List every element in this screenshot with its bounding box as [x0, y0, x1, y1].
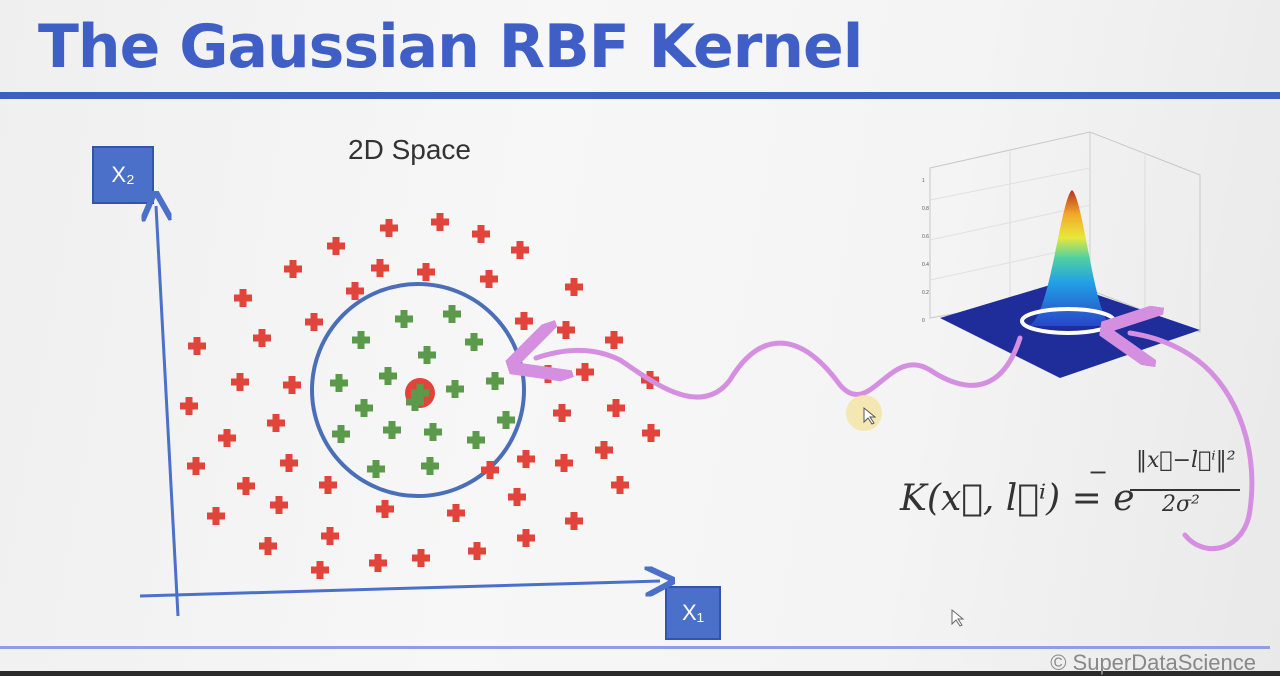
red-plus-point: [557, 321, 575, 339]
center-green-plus-point: [411, 384, 429, 402]
green-plus-point: [424, 423, 442, 441]
red-plus-point: [180, 397, 198, 415]
red-plus-point: [280, 454, 298, 472]
plot-tick-label: 0.2: [922, 290, 929, 296]
red-plus-point: [283, 376, 301, 394]
title-underline: [0, 92, 1280, 99]
decision-circle: [310, 282, 526, 498]
red-plus-point: [253, 329, 271, 347]
green-plus-point: [418, 346, 436, 364]
red-plus-point: [380, 219, 398, 237]
green-plus-point: [383, 421, 401, 439]
red-plus-point: [218, 429, 236, 447]
red-plus-point: [517, 529, 535, 547]
red-plus-point: [481, 461, 499, 479]
green-plus-point: [367, 460, 385, 478]
red-plus-point: [321, 527, 339, 545]
slide-title: The Gaussian RBF Kernel: [38, 12, 863, 82]
red-plus-point: [187, 457, 205, 475]
purple-curved-arrow: [1130, 333, 1255, 552]
plot-floor: [940, 282, 1200, 378]
gaussian-3d-plot: 1 0.8 0.6 0.4 0.2 0: [922, 131, 1201, 378]
red-plus-point: [611, 476, 629, 494]
green-plus-point: [332, 425, 350, 443]
mouse-cursor-icon-2: [951, 608, 965, 627]
red-plus-point: [327, 237, 345, 255]
plot-tick-label: 0.6: [922, 234, 929, 240]
footer-rule: [0, 646, 1270, 649]
green-plus-point: [352, 331, 370, 349]
red-plus-point: [472, 225, 490, 243]
red-plus-point: [346, 282, 364, 300]
red-plus-point: [642, 424, 660, 442]
formula-exponent-sign: −: [1088, 458, 1109, 486]
red-plus-point: [517, 450, 535, 468]
green-plus-point: [330, 374, 348, 392]
red-plus-point: [284, 260, 302, 278]
green-plus-point: [446, 380, 464, 398]
red-plus-point: [508, 488, 526, 506]
red-plus-point: [480, 270, 498, 288]
red-plus-point: [595, 441, 613, 459]
red-plus-point: [555, 454, 573, 472]
red-plus-point: [431, 213, 449, 231]
purple-wavy-arrow: [536, 338, 1023, 400]
formula-denominator: 2σ²: [1162, 492, 1200, 517]
red-plus-point: [417, 263, 435, 281]
red-plus-point: [515, 312, 533, 330]
red-plus-point: [539, 365, 557, 383]
red-plus-point: [468, 542, 486, 560]
green-plus-point: [355, 399, 373, 417]
red-plus-point: [447, 504, 465, 522]
red-plus-point: [259, 537, 277, 555]
green-plus-point: [395, 310, 413, 328]
x-axis-line: [139, 581, 660, 598]
gaussian-peak: [1028, 190, 1112, 326]
red-plus-point: [311, 561, 329, 579]
red-plus-point: [553, 404, 571, 422]
plot-tick-label: 0.4: [922, 262, 929, 268]
mouse-cursor-icon: [863, 406, 877, 425]
red-plus-point: [305, 313, 323, 331]
green-plus-point: [465, 333, 483, 351]
plot-tick-label: 0.8: [922, 206, 929, 212]
green-plus-point: [497, 411, 515, 429]
green-plus-point: [379, 367, 397, 385]
space-label: 2D Space: [348, 134, 471, 165]
red-plus-point: [270, 496, 288, 514]
formula-fraction-bar: [1130, 489, 1240, 491]
plot-tick-label: 0: [922, 318, 925, 324]
formula-lhs: K(x⃗, l⃗ⁱ) = e: [900, 478, 1135, 519]
plot-tick-label: 1: [922, 178, 925, 184]
red-plus-point: [412, 549, 430, 567]
red-plus-point: [237, 477, 255, 495]
red-plus-point: [576, 363, 594, 381]
red-plus-point: [565, 278, 583, 296]
red-plus-point: [371, 259, 389, 277]
formula-numerator: ‖x⃗−l⃗ⁱ‖²: [1136, 448, 1236, 473]
green-plus-point: [421, 457, 439, 475]
red-plus-point: [231, 373, 249, 391]
red-plus-point: [267, 414, 285, 432]
red-plus-point: [511, 241, 529, 259]
green-plus-point: [467, 431, 485, 449]
green-plus-point: [406, 393, 424, 411]
footer-credit: © SuperDataScience: [1050, 650, 1256, 675]
red-plus-point: [607, 399, 625, 417]
y-axis-line: [156, 206, 180, 617]
red-plus-point: [234, 289, 252, 307]
green-plus-point: [443, 305, 461, 323]
red-plus-point: [369, 554, 387, 572]
red-plus-point: [376, 500, 394, 518]
green-plus-point: [486, 372, 504, 390]
red-plus-point: [207, 507, 225, 525]
red-plus-point: [319, 476, 337, 494]
red-plus-point: [188, 337, 206, 355]
green-class-points: [330, 305, 515, 478]
red-plus-point: [565, 512, 583, 530]
red-plus-point: [605, 331, 623, 349]
